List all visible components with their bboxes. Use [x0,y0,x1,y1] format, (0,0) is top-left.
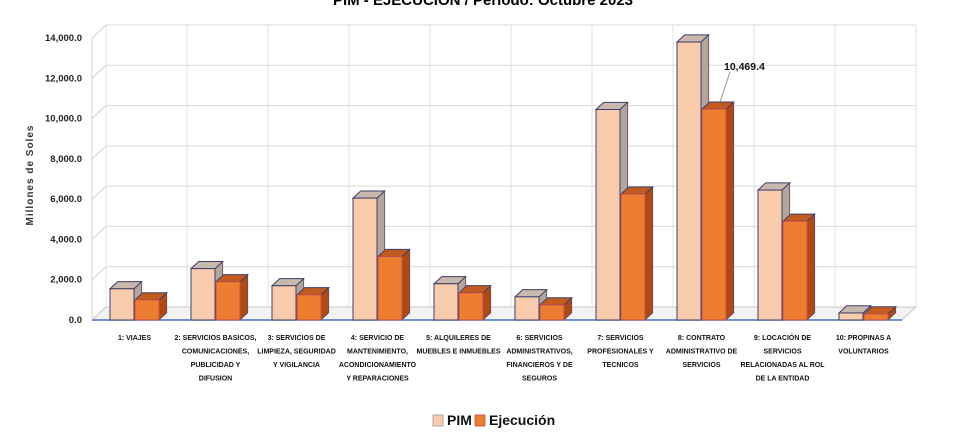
x-tick-label: 2: SERVICIOS BASICOS, COMUNICACIONES, PUBL… [175,335,257,383]
bar-ejecucion [700,101,735,321]
data-label: 10,469.4 [724,61,765,73]
legend-swatch-pim [432,414,444,427]
gridline-diagonal [91,226,107,240]
bar-ejecucion [295,286,330,321]
x-tick-label: 9: LOCACIÓN DE SERVICIOS RELACIONADAS AL R… [741,333,826,383]
bar-ejecucion [619,186,654,321]
x-tick-label: 7: SERVICIOS PROFESIONALES Y TECNICOS [587,335,654,369]
legend-label-ejecucion: Ejecución [489,412,555,428]
y-tick-label: 6,000.0 [50,194,82,205]
x-tick-label: 6: SERVICIOS ADMINISTRATIVOS, FINANCIEROS … [506,335,573,383]
x-tick-label: 5: ALQUILERES DE MUEBLES E INMUEBLES [416,335,500,356]
legend-swatch-ejecucion [474,414,486,427]
bar-ejecucion [214,273,249,321]
bar-ejecucion [538,296,573,321]
bar-pim [108,280,143,321]
x-tick-label: 10: PROPINAS A VOLUNTARIOS [836,335,891,356]
x-tick-label: 3: SERVICIOS DE LIMPIEZA, SEGURIDAD Y VIGI… [257,335,336,369]
bar-pim [351,190,386,321]
gridline-diagonal [91,145,107,160]
gridline-diagonal [91,266,107,281]
bar-ejecucion [376,248,411,321]
bars: 10,469.4 [108,33,897,321]
gridline-diagonal [91,185,107,200]
bar-ejecucion [862,305,897,321]
gridline-diagonal [91,105,107,119]
gridline-diagonal [91,64,107,79]
y-tick-label: 0.0 [69,315,82,326]
y-tick-label: 12,000.0 [45,73,82,84]
y-tick-label: 2,000.0 [50,275,82,286]
y-tick-label: 4,000.0 [50,234,82,245]
legend: PIM Ejecución [432,412,555,428]
legend-label-pim: PIM [447,412,472,428]
data-label-leader [719,71,731,103]
x-tick-label: 4: SERVICIO DE MANTENIMIENTO, ACONDICIONAM… [339,335,417,383]
y-tick-label: 10,000.0 [45,114,82,125]
y-axis-label: Millones de Soles [25,125,36,226]
bar-ejecucion [133,291,168,321]
gridline-diagonal [91,24,107,39]
x-tick-label: 8: CONTRATO ADMINISTRATIVO DE SERVICIOS [666,335,738,369]
bar-ejecucion [457,284,492,321]
axis-labels: 0.0 2,000.0 4,000.0 6,000.0 8,000.0 10,000.0 1… [45,33,891,383]
bar-ejecucion [781,213,816,321]
y-tick-label: 8,000.0 [50,154,82,165]
y-tick-label: 14,000.0 [45,33,82,44]
x-tick-label: 1: VIAJES [118,335,151,342]
chart-title: PIM - EJECUCIÓN / Período: Octubre 2023 [333,0,633,9]
